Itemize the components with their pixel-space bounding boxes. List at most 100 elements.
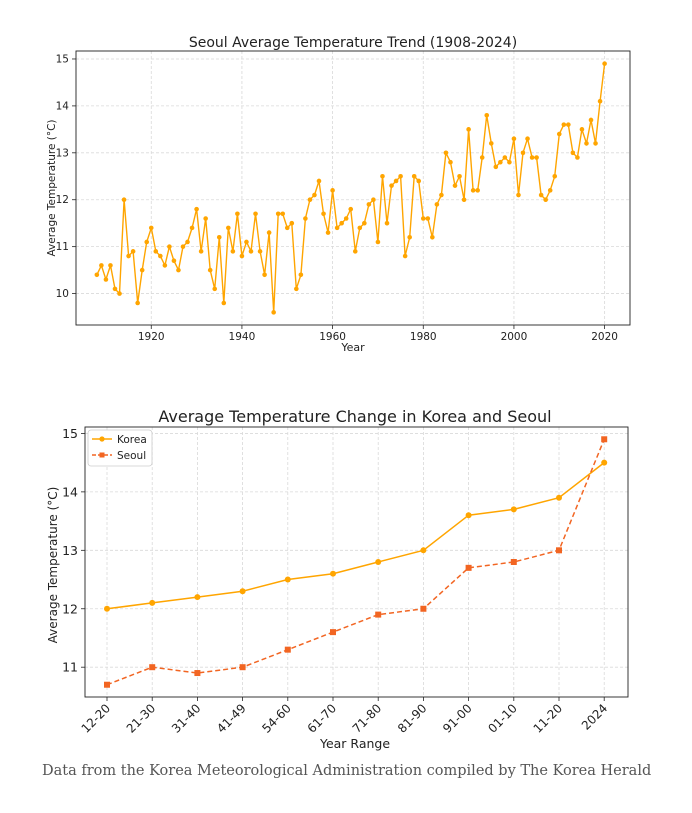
chart2-title: Average Temperature Change in Korea and … <box>158 407 551 426</box>
chart1-data-point <box>216 234 222 240</box>
chart1-data-point <box>470 188 476 193</box>
chart2-x-tick-label: 61-70 <box>305 701 340 736</box>
chart1-data-point <box>303 216 308 221</box>
chart1-data-point <box>371 197 376 203</box>
chart1-data-point <box>171 258 177 264</box>
chart1-data-point <box>275 211 281 217</box>
chart1-data-point <box>507 159 512 165</box>
chart2-x-tick-label: 31-40 <box>169 701 204 736</box>
chart2-y-tick-label: 14 <box>62 484 78 499</box>
chart1-data-point <box>253 211 258 217</box>
chart1-data-point <box>121 197 127 203</box>
chart1-data-point <box>597 98 603 104</box>
chart1-data-point <box>144 239 150 245</box>
chart1-data-point <box>525 136 530 142</box>
chart1-data-point <box>148 225 154 231</box>
chart2-korea-point <box>601 459 608 466</box>
chart2-korea-point <box>239 588 246 595</box>
chart2-y-tick-label: 15 <box>62 426 78 441</box>
chart1-data-point <box>103 277 109 282</box>
korea-seoul-change-chart: Average Temperature Change in Korea and … <box>46 407 629 751</box>
chart1-data-point <box>221 300 227 306</box>
chart1-data-point <box>579 127 585 132</box>
chart1-data-point <box>321 211 326 217</box>
chart1-data-point <box>479 155 485 160</box>
chart1-data-point <box>393 178 399 184</box>
chart1-data-point <box>443 150 449 156</box>
chart1-data-point <box>420 216 426 221</box>
chart1-data-point <box>357 225 363 231</box>
chart1-data-point <box>330 188 335 193</box>
chart1-y-tick-label: 13 <box>56 147 69 159</box>
chart1-data-point <box>158 253 163 259</box>
chart1-data-point <box>457 173 462 179</box>
chart2-korea-point <box>104 605 110 612</box>
chart1-data-point <box>402 253 408 259</box>
chart1-data-point <box>552 173 558 179</box>
chart1-data-point <box>280 211 286 217</box>
chart1-data-point <box>266 230 272 235</box>
chart2-seoul-point <box>465 564 472 571</box>
source-note: Data from the Korea Meteorological Admin… <box>42 763 652 779</box>
chart1-data-point <box>484 112 490 118</box>
chart1-data-point <box>439 192 444 198</box>
chart1-data-point <box>493 164 499 170</box>
chart1-data-point <box>425 216 431 221</box>
chart2-seoul-point <box>420 605 427 612</box>
chart2-seoul-line <box>106 439 605 686</box>
chart1-data-point <box>99 263 104 268</box>
chart1-data-point <box>520 150 526 156</box>
chart1-y-tick-label: 12 <box>56 194 69 206</box>
chart2-x-tick-label: 71-80 <box>350 701 385 736</box>
chart1-data-point <box>130 249 136 254</box>
chart1-data-point <box>475 188 480 193</box>
chart1-data-point <box>529 155 535 160</box>
chart1-data-point <box>466 127 471 132</box>
chart1-data-point <box>452 183 458 188</box>
chart1-data-point <box>316 178 322 184</box>
chart1-data-point <box>226 225 231 231</box>
chart1-data-point <box>207 267 213 273</box>
chart1-data-point <box>198 249 204 254</box>
chart1-data-point <box>556 131 562 137</box>
chart2-x-tick-label: 81-90 <box>395 701 430 736</box>
chart1-data-point <box>389 183 394 188</box>
chart1-data-point <box>185 239 190 245</box>
chart1-data-point <box>257 249 263 254</box>
chart1-data-point <box>561 122 567 127</box>
chart1-data-point <box>176 267 181 273</box>
chart1-x-tick-label: 1980 <box>410 331 437 343</box>
chart1-series-line <box>96 63 606 313</box>
chart1-data-point <box>430 234 435 240</box>
chart1-data-point <box>312 192 317 198</box>
chart2-x-tick-label: 91-00 <box>440 701 475 736</box>
chart2-x-tick-label: 11-20 <box>531 701 566 736</box>
chart2-legend-korea-marker <box>99 436 105 442</box>
chart2-legend: Korea Seoul <box>87 429 153 467</box>
chart1-data-point <box>135 300 140 306</box>
chart1-data-point <box>380 173 385 179</box>
chart1-y-tick-label: 14 <box>56 100 70 112</box>
chart1-data-point <box>162 263 168 268</box>
chart1-data-point <box>339 220 344 226</box>
chart1-data-point <box>167 244 172 249</box>
chart2-seoul-point <box>330 629 336 636</box>
chart2-seoul-point <box>239 664 246 671</box>
chart1-y-tick-label: 11 <box>56 241 69 253</box>
chart1-data-point <box>384 220 390 226</box>
chart2-seoul-point <box>104 681 110 688</box>
chart1-data-point <box>117 291 122 296</box>
chart2-x-tick-label: 54-60 <box>259 701 294 736</box>
chart2-x-tick-label: 41-49 <box>214 701 249 736</box>
chart1-data-point <box>284 225 290 231</box>
chart1-data-point <box>334 225 340 231</box>
chart1-data-point <box>398 173 403 179</box>
chart1-data-point <box>538 192 544 198</box>
chart2-y-tick-label: 11 <box>62 660 78 675</box>
chart2-legend-korea-label: Korea <box>117 434 147 446</box>
chart2-seoul-point <box>194 670 201 677</box>
chart2-legend-seoul-marker <box>99 452 105 458</box>
chart1-data-point <box>534 155 539 160</box>
chart2-seoul-point <box>556 547 562 554</box>
chart2-korea-point <box>556 494 562 501</box>
